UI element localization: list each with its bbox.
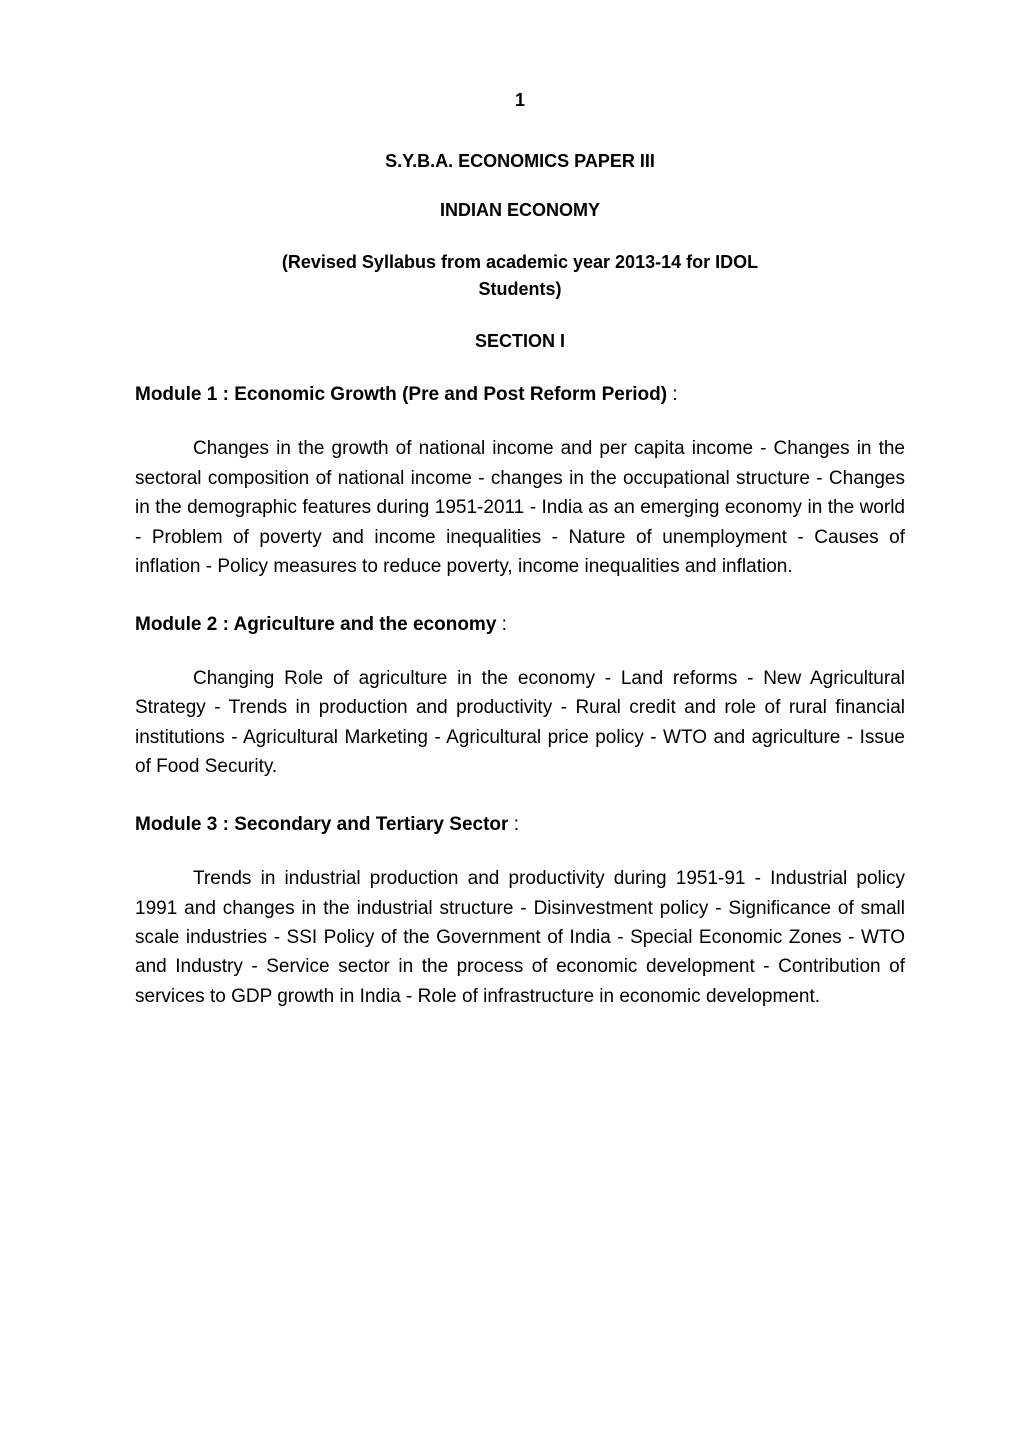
module-1-heading-text: Module 1 : Economic Growth (Pre and Post…: [135, 384, 667, 405]
revised-note-line-1: (Revised Syllabus from academic year 201…: [282, 252, 758, 272]
document-subtitle: INDIAN ECONOMY: [135, 200, 905, 221]
section-heading: SECTION I: [135, 331, 905, 352]
module-2-body: Changing Role of agriculture in the econ…: [135, 664, 905, 782]
revised-syllabus-note: (Revised Syllabus from academic year 201…: [135, 249, 905, 303]
module-1-heading: Module 1 : Economic Growth (Pre and Post…: [135, 380, 905, 410]
module-1-body: Changes in the growth of national income…: [135, 434, 905, 581]
module-3-body: Trends in industrial production and prod…: [135, 864, 905, 1011]
module-3-heading-colon: :: [508, 814, 519, 835]
module-2-heading: Module 2 : Agriculture and the economy :: [135, 610, 905, 640]
module-3-heading: Module 3 : Secondary and Tertiary Sector…: [135, 810, 905, 840]
document-title: S.Y.B.A. ECONOMICS PAPER III: [135, 151, 905, 172]
module-2-heading-colon: :: [496, 614, 507, 635]
module-1-heading-colon: :: [667, 384, 678, 405]
module-3-heading-text: Module 3 : Secondary and Tertiary Sector: [135, 814, 508, 835]
revised-note-line-2: Students): [479, 279, 562, 299]
module-2-heading-text: Module 2 : Agriculture and the economy: [135, 614, 496, 635]
page-number: 1: [135, 90, 905, 111]
